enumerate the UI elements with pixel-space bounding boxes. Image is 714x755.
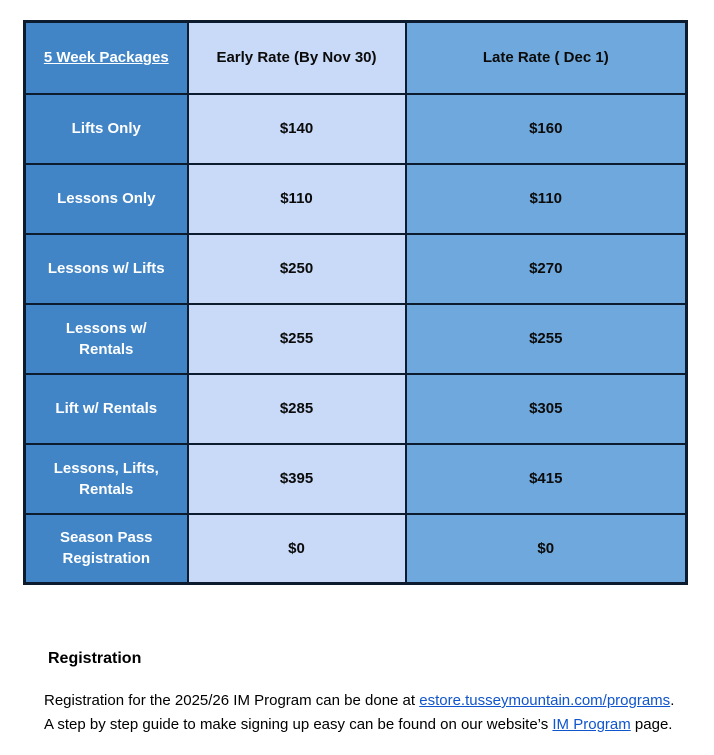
registration-line1-period: .	[670, 692, 675, 709]
early-rate-cell: $140	[186, 92, 407, 165]
late-rate-cell: $110	[404, 162, 688, 235]
late-rate-cell: $270	[404, 232, 688, 305]
registration-line2-text: A step by step guide to make signing up …	[44, 716, 553, 733]
table-row: Lessons w/ Rentals $255 $255	[23, 302, 688, 375]
early-rate-cell: $110	[186, 162, 407, 235]
package-name-cell: Lift w/ Rentals	[23, 372, 189, 445]
late-rate-cell: $160	[404, 92, 688, 165]
column-header-packages: 5 Week Packages	[23, 20, 189, 95]
estore-programs-link[interactable]: estore.tusseymountain.com/programs	[419, 692, 671, 709]
late-rate-cell: $305	[404, 372, 688, 445]
table-row: Lessons w/ Lifts $250 $270	[23, 232, 688, 305]
package-name-cell: Lessons, Lifts, Rentals	[23, 442, 189, 515]
table-row: Lift w/ Rentals $285 $305	[23, 372, 688, 445]
early-rate-cell: $255	[186, 302, 407, 375]
late-rate-cell: $415	[404, 442, 688, 515]
table-header-row: 5 Week Packages Early Rate (By Nov 30) L…	[23, 20, 688, 95]
table-row: Lessons Only $110 $110	[23, 162, 688, 235]
column-header-late-rate: Late Rate ( Dec 1)	[404, 20, 688, 95]
early-rate-cell: $250	[186, 232, 407, 305]
package-name-cell: Lessons w/ Rentals	[23, 302, 189, 375]
late-rate-cell: $0	[404, 512, 688, 585]
late-rate-cell: $255	[404, 302, 688, 375]
early-rate-cell: $395	[186, 442, 407, 515]
registration-heading: Registration	[48, 650, 142, 667]
im-program-link[interactable]: IM Program	[552, 716, 631, 733]
early-rate-cell: $0	[186, 512, 407, 585]
registration-section: Registration Registration for the 2025/2…	[44, 650, 684, 737]
pricing-table: 5 Week Packages Early Rate (By Nov 30) L…	[23, 20, 688, 585]
column-header-early-rate: Early Rate (By Nov 30)	[186, 20, 407, 95]
registration-line1-text: Registration for the 2025/26 IM Program …	[44, 692, 420, 709]
early-rate-cell: $285	[186, 372, 407, 445]
registration-line2-suffix: page.	[630, 716, 673, 733]
table-row: Lessons, Lifts, Rentals $395 $415	[23, 442, 688, 515]
package-name-cell: Lifts Only	[23, 92, 189, 165]
table-row: Season Pass Registration $0 $0	[23, 512, 688, 585]
package-name-cell: Season Pass Registration	[23, 512, 189, 585]
registration-paragraph: Registration for the 2025/26 IM Program …	[44, 689, 684, 737]
table-row: Lifts Only $140 $160	[23, 92, 688, 165]
package-name-cell: Lessons Only	[23, 162, 189, 235]
package-name-cell: Lessons w/ Lifts	[23, 232, 189, 305]
